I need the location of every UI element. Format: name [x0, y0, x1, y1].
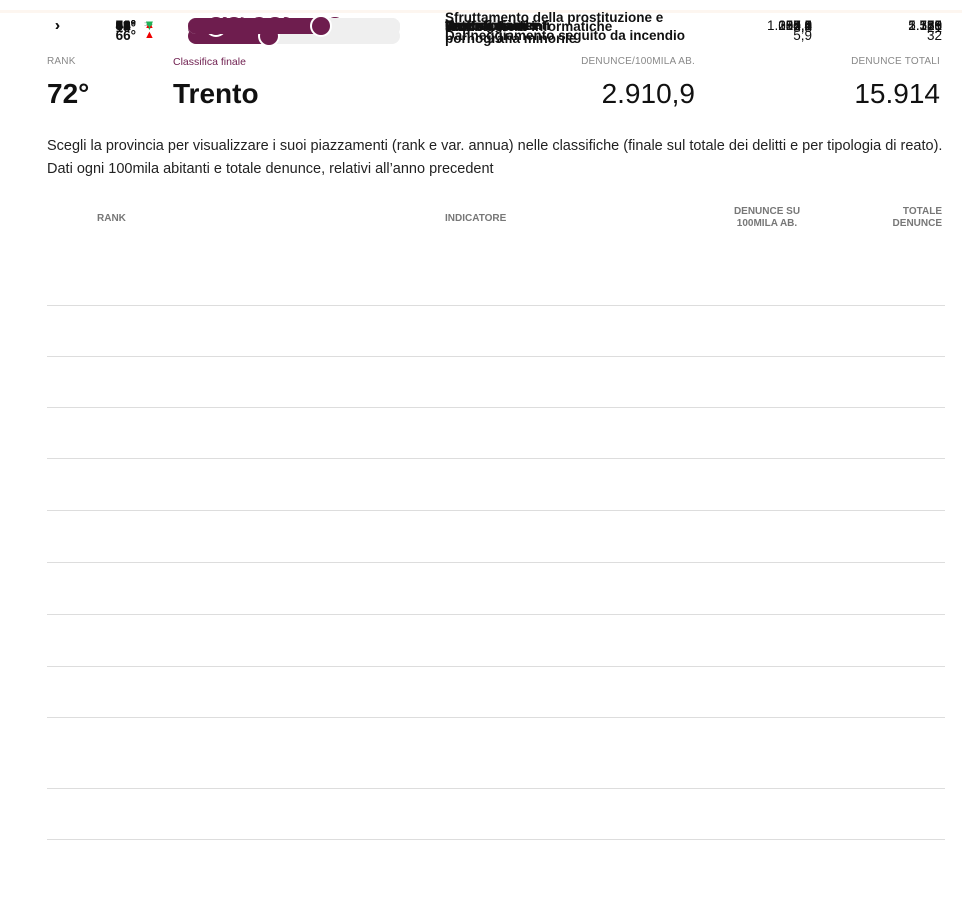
per100k: 58,3: [785, 18, 812, 33]
total: 32: [926, 27, 942, 43]
row-separator: [47, 305, 945, 306]
trend-icon: ▼: [144, 18, 155, 31]
per100k: 395,3: [778, 18, 812, 33]
indicator: Incendi: [445, 18, 493, 33]
description: Scegli la provincia per visualizzare i s…: [47, 138, 943, 177]
table-row: 93° ▼ Contrabbando 0,0 0: [0, 14, 962, 590]
rank: 33°: [115, 18, 136, 33]
table-row: 40° ▼ Usura 0,2 1: [0, 14, 962, 641]
rank: 71°: [115, 17, 136, 33]
total: 319: [919, 18, 942, 33]
rank: 72°: [47, 78, 90, 109]
row-separator: [47, 562, 945, 563]
rank: 62°: [115, 18, 136, 33]
total: 5.779: [908, 18, 942, 33]
row-separator: [47, 614, 945, 615]
indicator: Usura: [445, 18, 484, 33]
indicator: Stupefacenti: [445, 18, 527, 34]
expand-chevron[interactable]: ›: [55, 17, 60, 34]
trend-icon: ▼: [144, 19, 155, 31]
table-row: 84° ▲ Estorsioni 14,6 80: [0, 14, 962, 468]
trend-icon: ▼: [144, 19, 155, 31]
top-border: [0, 10, 962, 13]
trend-icon: =: [144, 19, 150, 29]
row-separator: [47, 407, 945, 408]
per100k: 5,9: [793, 27, 812, 43]
per100k: 1.057,1: [766, 18, 812, 33]
rank: 84°: [115, 17, 136, 33]
total: 15.914: [854, 78, 940, 109]
total: 1.533: [908, 17, 942, 33]
trend-icon: ▼: [144, 18, 155, 31]
per100k: 22,5: [785, 18, 812, 33]
trend-icon: ▼: [144, 21, 155, 33]
rank: 10°: [115, 20, 136, 35]
table-row: 81° ▼ Truffe e frodi informatiche 395,3 2.16…: [0, 15, 962, 417]
rank: 93°: [115, 17, 136, 33]
indicator: Contrabbando: [445, 18, 538, 33]
indicator: Danneggiamento seguito da incendio: [445, 28, 686, 43]
trend-icon: ▲: [144, 18, 155, 31]
per100k: 280,4: [778, 17, 812, 33]
per100k: 0,0: [793, 17, 812, 33]
trend-icon: ▼: [144, 18, 155, 31]
indicator: Lesioni dolose: [445, 18, 540, 33]
per100k: 4,6: [793, 17, 812, 33]
total: 585: [919, 17, 942, 33]
row-separator: [47, 788, 945, 789]
classifica-label: Classifica finale: [173, 56, 246, 68]
col-total: TOTALE DENUNCE: [892, 206, 942, 229]
per100k: 14,6: [785, 17, 812, 33]
indicator: Danneggiamenti: [445, 18, 551, 33]
rank: 58°: [115, 17, 136, 33]
total: 1: [934, 17, 942, 33]
per100k: 2.910,9: [601, 78, 695, 109]
per100k: 3,8: [793, 20, 812, 35]
trend-icon: ▼: [144, 18, 155, 31]
col-indicator: INDICATORE: [445, 213, 507, 224]
row-separator: [47, 510, 945, 511]
table-row: 66° ▲ Danneggiamento seguito da incendio 5,…: [0, 24, 962, 539]
per100k-label: DENUNCE/100MILA AB.: [581, 56, 695, 67]
rank-label: RANK: [47, 56, 76, 67]
trend-icon: ▼: [144, 18, 155, 31]
province: Trento: [173, 78, 259, 109]
per100k: 107,0: [778, 17, 812, 33]
row-separator: [47, 666, 945, 667]
table-row[interactable]: › 33° = Stupefacenti 58,3 319: [0, 15, 962, 365]
row-separator: [47, 458, 945, 459]
rank: 40°: [115, 17, 136, 33]
indicator: Sfruttamento della prostituzione e porno…: [445, 10, 664, 46]
row-separator: [47, 717, 945, 718]
expand-chevron[interactable]: ›: [55, 17, 60, 34]
col-per100k: DENUNCE SU 100MILA AB.: [733, 206, 801, 229]
rank: 81°: [115, 18, 136, 33]
rank: 63°: [115, 18, 136, 33]
total: 123: [919, 18, 942, 33]
total: 2.161: [908, 18, 942, 33]
row-separator: [47, 356, 945, 357]
rank: 89°: [115, 17, 136, 33]
trend-icon: ▼: [144, 19, 155, 31]
total: 80: [926, 17, 942, 33]
indicator: Truffe e frodi informatiche: [445, 18, 613, 34]
row-separator: [47, 839, 945, 840]
col-rank: RANK: [97, 213, 126, 224]
per100k: 0,2: [793, 17, 812, 33]
indicator: Estorsioni: [445, 18, 512, 33]
total: 25: [926, 17, 942, 33]
bar-fill: [188, 17, 321, 34]
rank: 66°: [115, 27, 136, 43]
trend-icon: ▲: [144, 28, 155, 41]
indicator: Rapine: [445, 18, 491, 34]
total: 21: [926, 20, 942, 35]
total-label: DENUNCE TOTALI: [851, 56, 940, 67]
bar-knob: [309, 14, 332, 37]
total: 0: [934, 17, 942, 33]
expand-chevron[interactable]: ›: [55, 17, 60, 34]
table-body: 10° ▼ Sfruttamento della prostituzione e p…: [0, 10, 962, 840]
indicator: Furti: [445, 18, 475, 34]
